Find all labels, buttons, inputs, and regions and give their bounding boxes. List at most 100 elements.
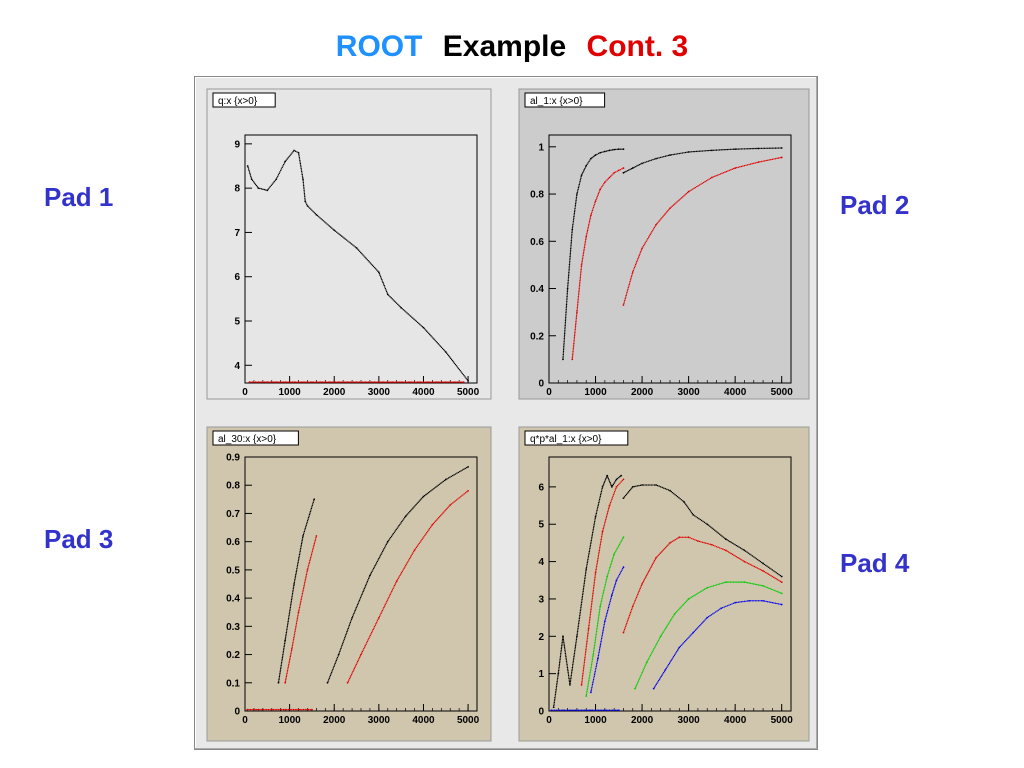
pad-4-series-2-dot: [700, 519, 703, 522]
pad-1-series-1-dot: [397, 303, 399, 306]
pad-1-series-1-dot: [302, 184, 305, 187]
pad-3-series-2-dot: [347, 627, 349, 630]
pad-2-series-2-point: [669, 154, 671, 156]
pad-4-series-6-dot: [658, 638, 660, 640]
pad-4-series-3-dot: [609, 501, 612, 504]
pad-2-series-4-dot: [639, 252, 642, 254]
pad-3-series-3-dot: [286, 671, 288, 673]
pad-3-series-1-point: [313, 498, 316, 501]
pad-4-series-8-dot: [770, 601, 772, 604]
pad-2-series-3-dot: [615, 171, 617, 173]
pad-4-series-1-dot: [561, 641, 563, 644]
pad-3-series-4-dot: [361, 650, 364, 653]
pad-1-series-2-dot: [361, 381, 364, 383]
pad-4-series-6-dot: [736, 581, 738, 583]
pad-4-series-8-dot: [757, 600, 760, 602]
pad-1-series-1-dot: [256, 186, 259, 188]
pad-3-series-1-dot: [287, 622, 289, 624]
pad-2-series-2-dot: [692, 150, 694, 153]
pad-4-series-8-point: [664, 669, 667, 671]
x-tick-label: 5000: [457, 715, 480, 726]
pad-1-series-2-point: [435, 381, 438, 384]
pad-4-series-1-dot: [583, 579, 586, 581]
pad-2-series-3-dot: [576, 305, 579, 307]
pad-2-series-3-dot: [577, 300, 579, 302]
pad-4-series-3-dot: [594, 573, 597, 576]
pad-3-series-3-dot: [294, 632, 296, 634]
pad-4-series-7-dot: [601, 634, 603, 637]
pad-4-series-7-dot: [593, 674, 596, 676]
pad-2-series-4-point: [687, 190, 690, 193]
pad-2-series-4-dot: [629, 280, 631, 283]
pad-2-series-3-dot: [574, 330, 576, 332]
pad-3-series-1-dot: [288, 613, 291, 615]
pad-4-series-6-dot: [644, 664, 647, 667]
pad-3-series-4-dot: [390, 592, 392, 594]
pad-2-series-3-dot: [612, 173, 614, 175]
pad-4-series-8-dot: [705, 618, 707, 620]
pad-4-series-4-dot: [714, 545, 716, 547]
pad-2-series-4-dot: [722, 172, 725, 174]
pad-3-series-2-dot: [389, 536, 392, 539]
pad-4-series-3-dot: [582, 668, 585, 670]
pad-4-series-6-dot: [748, 582, 750, 584]
pad-3-series-5-dot: [287, 708, 290, 711]
pad-3-series-4-dot: [352, 669, 355, 671]
pad-4-series-2-dot: [631, 487, 633, 489]
pad-1-series-2-point: [444, 381, 447, 384]
pad-4-series-6-point: [743, 581, 746, 584]
pad-3-series-3-dot: [307, 567, 309, 570]
pad-3-series-2-dot: [410, 509, 412, 512]
pad-2-series-3-dot: [590, 213, 593, 215]
pad-4-series-5-dot: [593, 644, 596, 647]
pad-2-series-1-dot: [562, 355, 564, 357]
pad-4-series-4-dot: [709, 543, 712, 546]
pad-2-series-4-dot: [705, 180, 708, 182]
pad-2-series-2-dot: [638, 163, 641, 166]
pad-1-series-2-dot: [335, 381, 337, 383]
pad-4-series-4-dot: [644, 577, 646, 580]
pad-2-series-4-dot: [683, 195, 685, 197]
pad-4-series-1-dot: [595, 512, 597, 515]
pad-4-series-6-dot: [681, 605, 683, 607]
pad-4-series-2-dot: [644, 484, 646, 486]
pad-3-series-3-dot: [288, 663, 290, 666]
pad-3-series-4-dot: [377, 618, 379, 621]
pad-4-series-1-point: [606, 474, 609, 477]
pad-2-series-1-dot: [563, 342, 565, 344]
pad-3-series-4-dot: [368, 637, 370, 640]
pad-3-series-1-dot: [287, 620, 289, 623]
pad-2-series-4-dot: [657, 221, 659, 224]
pad-2-series-2-point: [622, 171, 625, 174]
pad-4-series-1-dot: [588, 549, 591, 551]
pad-4-series-5-dot: [614, 552, 616, 554]
pad-2-series-4-dot: [776, 157, 778, 160]
pad-2-series-2-point: [687, 151, 690, 153]
pad-2-series-3-dot: [581, 257, 584, 260]
pad-2-series-1-dot: [564, 328, 566, 330]
pad-3-series-3-dot: [286, 672, 288, 675]
pad-1-series-1-dot: [389, 295, 391, 298]
pad-2-series-1-dot: [565, 303, 568, 306]
pad-2-series-3-dot: [589, 216, 592, 218]
pad-3-series-4-dot: [350, 675, 352, 677]
pad-4-series-4-dot: [742, 560, 744, 562]
pad-3-series-3-dot: [311, 550, 314, 553]
pad-4-series-8-dot: [696, 627, 699, 629]
y-tick-label: 1: [538, 142, 544, 153]
pad-2-series-3-dot: [591, 209, 594, 212]
pad-2-series-4-dot: [777, 157, 780, 159]
pad-4-title: q*p*al_1:x {x>0}: [530, 434, 602, 445]
pad-4-series-6-dot: [778, 591, 780, 593]
pad-1-series-1-dot: [348, 241, 350, 243]
pad-3-series-3-dot: [301, 592, 304, 595]
pad-4-series-4-dot: [717, 546, 719, 548]
pad-4-series-6-dot: [753, 583, 755, 585]
pad-4-series-1-dot: [597, 506, 599, 509]
pad-4-series-8-dot: [700, 623, 702, 626]
pad-4-series-2-dot: [745, 550, 747, 553]
pad-3-series-1-dot: [309, 510, 312, 513]
pad-4-series-6-dot: [659, 636, 661, 639]
pad-4-series-2-dot: [626, 492, 629, 494]
pad-2-series-2-dot: [625, 170, 627, 173]
